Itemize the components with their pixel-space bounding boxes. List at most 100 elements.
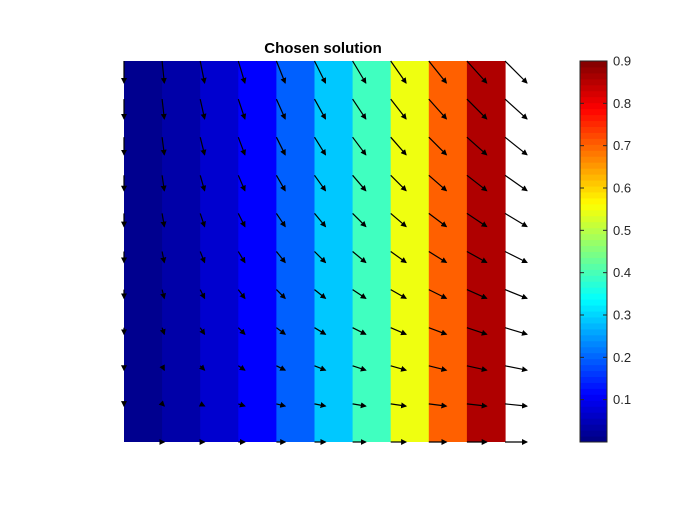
quiver-arrow [504, 98, 528, 120]
quiver-arrow [352, 212, 367, 228]
quiver-arrow [160, 251, 167, 264]
colorbar-step [580, 340, 607, 348]
colorbar-step [580, 346, 607, 354]
colorbar-step [580, 412, 607, 419]
colorbar-step [580, 233, 607, 241]
quiver-arrow [428, 402, 448, 409]
quiver-arrow [160, 289, 166, 300]
colorbar-step [580, 406, 607, 413]
quiver-arrow [352, 136, 367, 156]
quiver-arrow [313, 136, 327, 156]
colorbar-tick-label: 0.6 [613, 181, 631, 196]
quiver-arrow [199, 251, 206, 264]
colorbar-step [580, 96, 607, 104]
heatmap-band [162, 61, 201, 442]
colorbar-step [580, 269, 607, 276]
quiver-arrow [390, 289, 407, 299]
quiver-arrow [275, 213, 286, 228]
colorbar-step [580, 180, 607, 187]
quiver-arrow [275, 175, 286, 192]
quiver-arrow [428, 365, 448, 372]
quiver-arrow [352, 327, 367, 335]
colorbar-step [580, 197, 607, 205]
colorbar-step [580, 209, 607, 217]
quiver-arrow [466, 98, 488, 120]
quiver-arrow [275, 289, 286, 300]
quiver-arrow [428, 98, 448, 120]
quiver-arrow [160, 213, 167, 228]
quiver-arrow [160, 99, 167, 120]
colorbar-step [580, 114, 607, 122]
colorbar-step [580, 299, 607, 306]
quiver-arrow [390, 402, 408, 409]
quiver-arrow [390, 60, 407, 84]
quiver-arrow [428, 136, 448, 156]
quiver-arrow [237, 251, 246, 264]
colorbar-tick-label: 0.4 [613, 265, 631, 280]
colorbar-step [580, 239, 607, 247]
colorbar-step [580, 138, 607, 145]
quiver-arrow [237, 136, 246, 156]
colorbar-step [580, 174, 607, 181]
heatmap-band [466, 61, 506, 442]
quiver-arrow [199, 137, 207, 156]
quiver-arrow [275, 251, 286, 264]
quiver-arrow [314, 289, 327, 300]
quiver-arrow [237, 364, 246, 371]
quiver-arrow [466, 402, 488, 409]
quiver-arrow [314, 251, 327, 264]
colorbar-step [580, 66, 607, 74]
quiver-arrow [237, 175, 246, 192]
quiver-arrow [237, 289, 246, 300]
colorbar-step [580, 430, 607, 437]
heatmap-band [124, 61, 163, 442]
colorbar-step [580, 328, 607, 336]
heatmap-band [352, 61, 392, 442]
colorbar-step [580, 424, 607, 431]
colorbar-step [580, 400, 607, 407]
quiver-arrow [428, 212, 448, 228]
colorbar-step [580, 191, 607, 199]
colorbar-tick-label: 0.5 [613, 223, 631, 238]
quiver-arrow [504, 250, 528, 264]
colorbar: 0.1 0.2 0.3 0.4 0.5 0.6 0.7 0.8 0.9 [579, 54, 631, 443]
quiver-arrow [466, 174, 488, 192]
quiver-arrow [390, 174, 407, 192]
quiver-arrow [199, 289, 206, 300]
quiver-arrow [428, 327, 448, 336]
colorbar-tick-label: 0.2 [613, 350, 631, 365]
quiver-arrow [352, 60, 367, 84]
colorbar-step [580, 388, 607, 395]
quiver-arrow [314, 365, 327, 372]
quiver-arrow [275, 98, 286, 120]
quiver-arrow [199, 60, 207, 84]
chart-title: Chosen solution [264, 40, 382, 57]
colorbar-step [580, 72, 607, 80]
quiver-arrow [390, 327, 408, 336]
quiver-arrow [428, 60, 448, 84]
colorbar-step [580, 305, 607, 312]
quiver-arrow [390, 212, 407, 228]
colorbar-step [580, 358, 607, 366]
colorbar-step [580, 227, 607, 235]
colorbar-step [580, 215, 607, 223]
quiver-arrow [198, 401, 206, 407]
colorbar-step [580, 168, 607, 175]
quiver-arrow [390, 98, 407, 120]
quiver-arrow [504, 402, 528, 409]
quiver-arrow [504, 327, 528, 336]
quiver-arrow [466, 60, 488, 84]
quiver-arrow [390, 365, 408, 372]
colorbar-tick-label: 0.3 [613, 308, 631, 323]
quiver-arrow [352, 174, 367, 192]
quiver-arrow [428, 250, 448, 264]
colorbar-tick-label: 0.9 [613, 54, 631, 69]
colorbar-step [580, 311, 607, 318]
quiver-arrow [352, 98, 367, 120]
heatmap-band [200, 61, 239, 442]
quiver-arrow [466, 212, 488, 228]
quiver-arrow [199, 327, 206, 336]
quiver-arrow [352, 251, 367, 264]
colorbar-step [580, 61, 607, 68]
